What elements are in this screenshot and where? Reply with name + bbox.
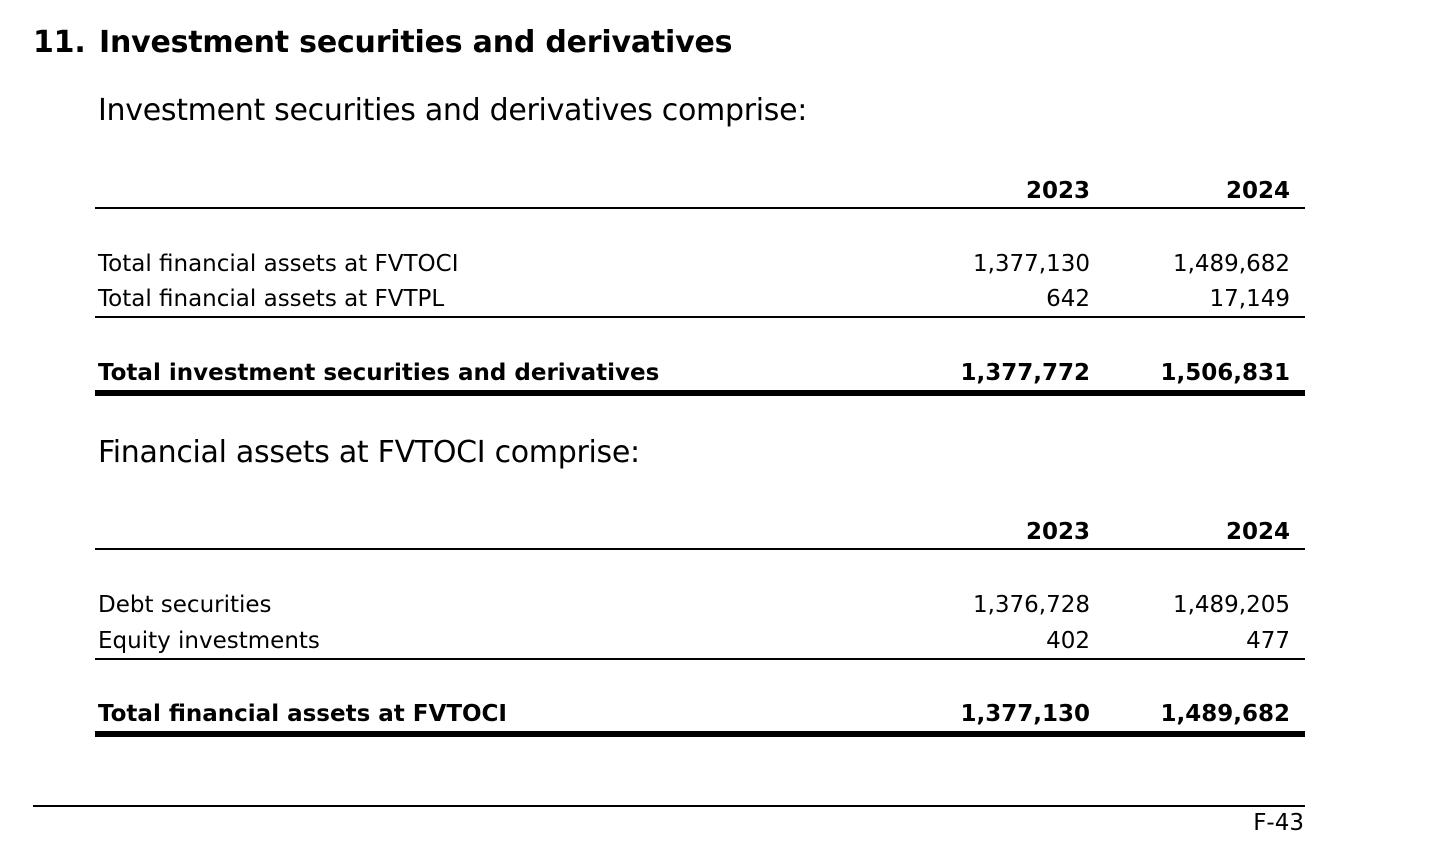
total-value-2024: 1,489,682	[1160, 701, 1291, 727]
row-value-2023: 1,376,728	[972, 592, 1090, 618]
table1-header-rule	[95, 207, 1305, 209]
table1-header-2024: 2024	[1225, 178, 1290, 204]
total-value-2024: 1,506,831	[1160, 360, 1291, 386]
row-value-2023: 402	[1046, 628, 1090, 654]
row-label: Total financial assets at FVTPL	[98, 286, 445, 312]
row-label: Equity investments	[98, 628, 320, 654]
table1-intro: Investment securities and derivatives co…	[98, 93, 808, 128]
total-label: Total financial assets at FVTOCI	[98, 701, 507, 727]
table2-total-row: Total financial assets at FVTOCI 1,377,1…	[95, 699, 1305, 729]
total-value-2023: 1,377,772	[960, 360, 1091, 386]
table2-total-rule	[95, 731, 1305, 737]
table1-subtotal-rule	[95, 316, 1305, 318]
section-heading: 11. Investment securities and derivatives	[33, 25, 732, 60]
table1-total-rule	[95, 390, 1305, 396]
table2-header-rule	[95, 548, 1305, 550]
table1-header-2023: 2023	[1025, 178, 1090, 204]
row-value-2024: 477	[1246, 628, 1290, 654]
row-value-2024: 17,149	[1209, 286, 1290, 312]
footer-rule	[33, 805, 1305, 807]
table1-header-row: 2023 2024	[95, 176, 1305, 206]
table2-header-2024: 2024	[1225, 519, 1290, 545]
table-row: Total financial assets at FVTOCI 1,377,1…	[95, 249, 1305, 279]
table2-subtotal-rule	[95, 658, 1305, 660]
page-number: F-43	[1253, 810, 1304, 836]
row-label: Debt securities	[98, 592, 272, 618]
section-number: 11.	[33, 25, 86, 60]
total-label: Total investment securities and derivati…	[98, 360, 660, 386]
table2-header-2023: 2023	[1025, 519, 1090, 545]
section-title: Investment securities and derivatives	[99, 25, 733, 60]
row-value-2023: 642	[1046, 286, 1090, 312]
table1-total-row: Total investment securities and derivati…	[95, 358, 1305, 388]
table2-intro: Financial assets at FVTOCI comprise:	[98, 435, 640, 470]
table-row: Total financial assets at FVTPL 642 17,1…	[95, 284, 1305, 314]
table-row: Debt securities 1,376,728 1,489,205	[95, 590, 1305, 620]
total-value-2023: 1,377,130	[960, 701, 1091, 727]
table-row: Equity investments 402 477	[95, 626, 1305, 656]
row-value-2024: 1,489,205	[1172, 592, 1290, 618]
row-value-2023: 1,377,130	[972, 251, 1090, 277]
row-value-2024: 1,489,682	[1172, 251, 1290, 277]
row-label: Total financial assets at FVTOCI	[98, 251, 459, 277]
table2-header-row: 2023 2024	[95, 517, 1305, 547]
